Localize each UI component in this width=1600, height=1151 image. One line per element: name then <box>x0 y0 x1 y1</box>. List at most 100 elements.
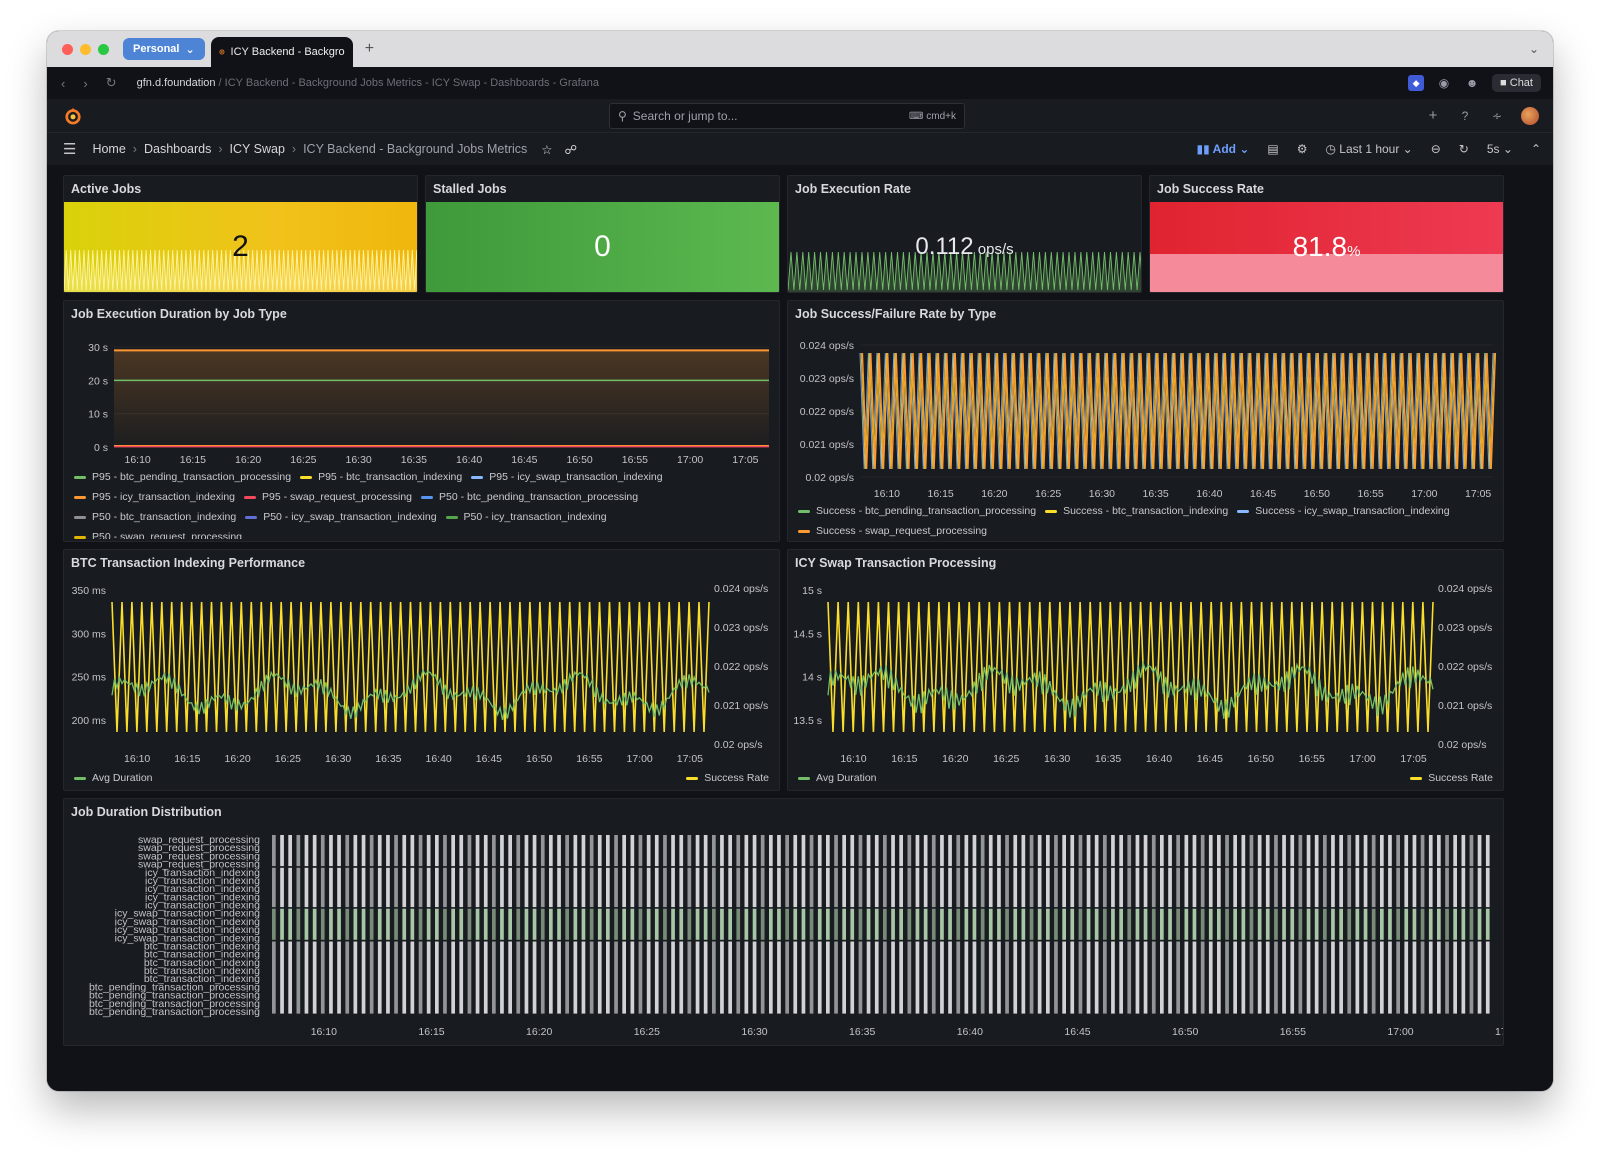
minimize-window-button[interactable] <box>80 43 91 55</box>
extension-shield-icon[interactable]: ◆ <box>1408 75 1425 91</box>
legend-item[interactable]: P50 - icy_transaction_indexing <box>445 508 607 527</box>
distribution-cell <box>931 867 936 908</box>
legend-item[interactable]: P50 - btc_transaction_indexing <box>74 508 236 527</box>
distribution-cell <box>712 835 716 867</box>
distribution-cell <box>508 908 512 940</box>
distribution-cell <box>712 941 716 1014</box>
zoom-out-icon[interactable]: ⊖ <box>1430 142 1441 156</box>
distribution-cell <box>1249 835 1254 867</box>
star-icon[interactable]: ☆ <box>541 142 553 157</box>
close-window-button[interactable] <box>62 43 73 55</box>
search-input[interactable]: ⚲ Search or jump to... ⌨ cmd+k <box>609 103 965 129</box>
url-field[interactable]: gfn.d.foundation / ICY Backend - Backgro… <box>137 77 599 89</box>
y-tick-label: swap_request_processing <box>138 834 260 846</box>
grafana-logo-icon[interactable] <box>63 106 83 126</box>
menu-icon[interactable]: ☰ <box>63 141 77 158</box>
legend-swatch <box>1045 510 1058 513</box>
legend-item[interactable]: P50 - btc_pending_transaction_processing <box>421 488 638 507</box>
distribution-cell <box>842 835 846 867</box>
help-icon[interactable]: ? <box>1461 108 1469 123</box>
refresh-interval-picker[interactable]: 5s ⌄ <box>1486 142 1513 156</box>
legend-swatch <box>421 496 434 499</box>
distribution-cell <box>435 867 439 908</box>
distribution-cell <box>1151 835 1156 867</box>
x-tick-label: 16:40 <box>425 753 451 765</box>
distribution-cell <box>850 835 855 867</box>
distribution-cell <box>1062 908 1066 940</box>
distribution-cell <box>1445 867 1449 908</box>
breadcrumb-dashboards[interactable]: Dashboards <box>143 142 212 156</box>
extension-face-icon[interactable]: ☻ <box>1465 76 1479 90</box>
share-icon[interactable]: ☍ <box>564 142 578 157</box>
profile-button[interactable]: Personal ⌄ <box>123 38 205 60</box>
distribution-cell <box>1388 908 1392 940</box>
legend-item[interactable]: P95 - swap_request_processing <box>244 488 412 507</box>
news-feed-icon[interactable]: ∻ <box>1491 108 1503 123</box>
legend-item[interactable]: P95 - btc_transaction_indexing <box>300 468 462 487</box>
distribution-cell <box>972 941 977 1014</box>
url-path: / ICY Backend - Background Jobs Metrics … <box>215 77 600 89</box>
distribution-cell <box>883 908 887 940</box>
refresh-icon[interactable]: ↻ <box>1458 142 1469 156</box>
breadcrumb-home[interactable]: Home <box>92 142 126 156</box>
y-tick-label: 250 ms <box>72 672 106 684</box>
new-plus-icon[interactable]: + <box>1428 107 1438 124</box>
active-tab[interactable]: ICY Backend - Backgro <box>210 37 353 67</box>
x-tick-label: 16:25 <box>275 753 301 765</box>
legend-item[interactable]: Success - swap_request_processing <box>798 522 987 541</box>
panel-btc-indexing[interactable]: BTC Transaction Indexing Performance 350… <box>63 549 780 791</box>
panel-duration-distribution[interactable]: Job Duration Distribution swap_request_p… <box>63 798 1504 1046</box>
y-tick-label: btc_transaction_indexing <box>144 965 260 977</box>
forward-icon[interactable]: › <box>83 75 88 91</box>
panel-title: Job Success/Failure Rate by Type <box>795 307 997 321</box>
legend-item[interactable]: P95 - icy_swap_transaction_indexing <box>471 468 663 487</box>
distribution-cell <box>1184 835 1189 867</box>
stat-panel-stalled-jobs[interactable]: Stalled Jobs 0 <box>425 175 780 293</box>
x-tick-label: 16:25 <box>1035 488 1061 499</box>
distribution-cell <box>1355 908 1360 940</box>
panel-icy-swap[interactable]: ICY Swap Transaction Processing 15 s 14.5… <box>787 549 1504 791</box>
collapse-chevron-icon[interactable]: ⌃ <box>1530 142 1541 156</box>
gear-icon[interactable]: ⚙ <box>1296 142 1308 156</box>
breadcrumb-folder[interactable]: ICY Swap <box>229 142 285 156</box>
distribution-cell <box>1331 867 1335 908</box>
user-avatar[interactable] <box>1521 106 1539 125</box>
distribution-cell <box>1103 867 1107 908</box>
distribution-cell <box>1168 867 1172 908</box>
distribution-cell <box>540 941 545 1014</box>
stat-panel-success-rate[interactable]: Job Success Rate 81.8% <box>1149 175 1504 293</box>
distribution-cell <box>1485 941 1490 1014</box>
stat-panel-active-jobs[interactable]: Active Jobs 2 <box>63 175 418 293</box>
legend-item[interactable]: Success - btc_transaction_indexing <box>1045 502 1228 521</box>
legend-item[interactable]: P50 - swap_request_processing <box>74 528 242 539</box>
save-icon[interactable]: ▤ <box>1267 142 1279 156</box>
new-tab-icon[interactable]: + <box>364 40 375 57</box>
legend-item[interactable]: P95 - btc_pending_transaction_processing <box>74 468 291 487</box>
distribution-cell <box>426 941 431 1014</box>
legend-item[interactable]: P50 - icy_swap_transaction_indexing <box>245 508 437 527</box>
distribution-cell <box>809 908 814 940</box>
legend-item[interactable]: P95 - icy_transaction_indexing <box>74 488 235 507</box>
back-icon[interactable]: ‹ <box>61 75 66 91</box>
distribution-cell <box>1233 908 1237 940</box>
legend-item[interactable]: Success - icy_swap_transaction_indexing <box>1237 502 1450 521</box>
y-axis: 0.024 ops/s 0.023 ops/s 0.022 ops/s 0.021 o… <box>800 340 854 484</box>
panel-success-failure[interactable]: Job Success/Failure Rate by Type 0.024 o… <box>787 300 1504 542</box>
reload-icon[interactable]: ↻ <box>105 75 117 90</box>
distribution-cell <box>1445 908 1449 940</box>
legend-item[interactable]: Success - btc_pending_transaction_proces… <box>798 502 1036 521</box>
distribution-cell <box>573 835 578 867</box>
chat-button[interactable]: ■ Chat <box>1492 74 1541 92</box>
distribution-cell <box>1257 941 1262 1014</box>
distribution-cell <box>695 835 700 867</box>
stat-panel-execution-rate[interactable]: Job Execution Rate 0.112 ops/s <box>787 175 1142 293</box>
maximize-window-button[interactable] <box>98 43 109 55</box>
legend-swatch <box>74 496 86 499</box>
extension-globe-icon[interactable]: ◉ <box>1438 76 1450 90</box>
tab-list-chevron-icon[interactable]: ⌄ <box>1528 42 1539 56</box>
panel-duration-by-type[interactable]: Job Execution Duration by Job Type 30 s 2… <box>63 300 780 542</box>
add-button[interactable]: ▮▮ Add ⌄ <box>1196 142 1250 156</box>
sparkline-line <box>64 249 417 291</box>
time-range-picker[interactable]: ◷ Last 1 hour ⌄ <box>1325 142 1413 156</box>
legend: P95 - btc_pending_transaction_processing… <box>74 467 774 539</box>
